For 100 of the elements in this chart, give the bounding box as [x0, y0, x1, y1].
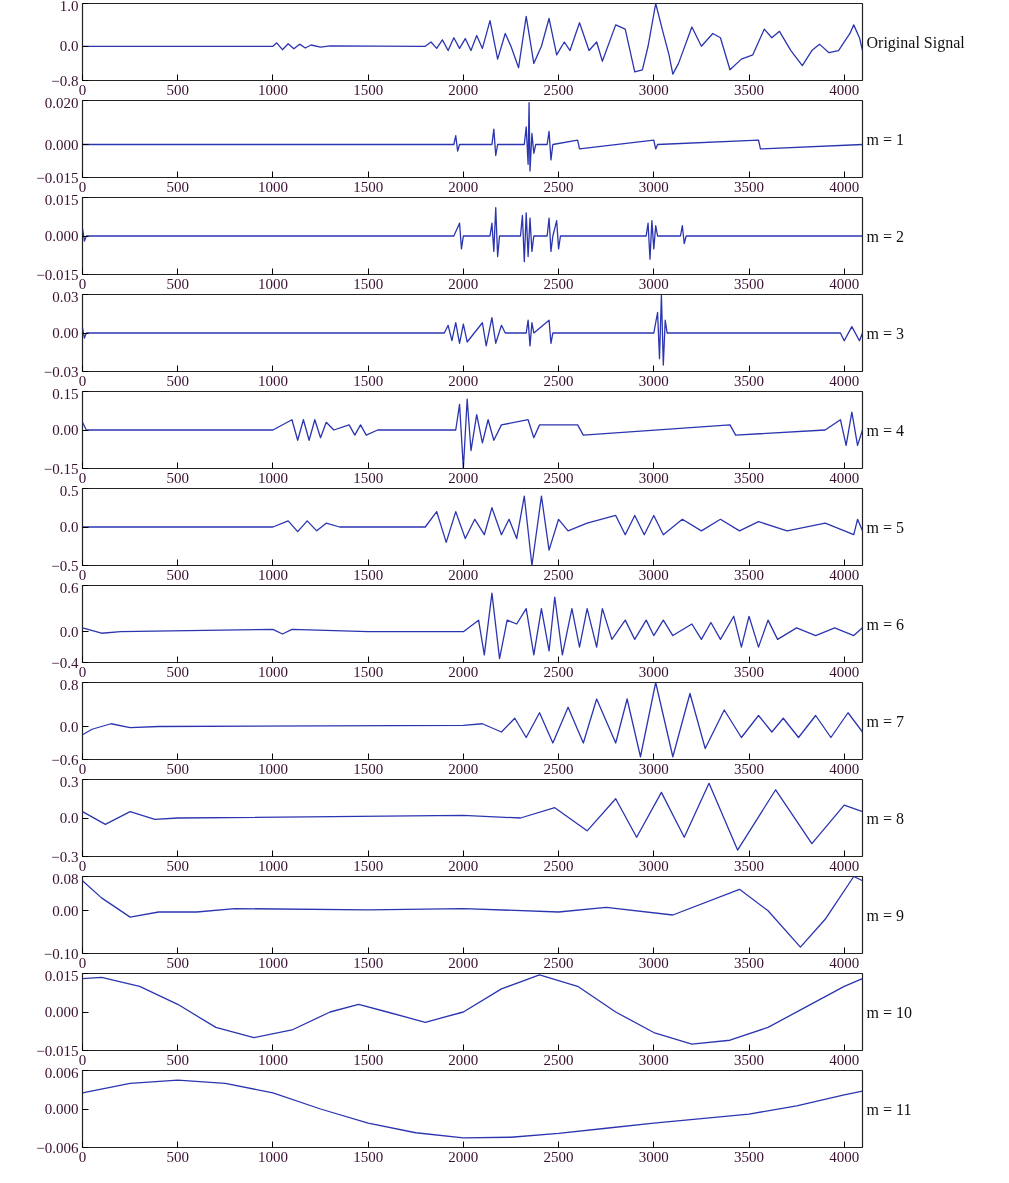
y-tick-label: 0.8	[59, 676, 79, 693]
x-tick-label: 1000	[257, 469, 288, 486]
x-tick-label: 500	[166, 1148, 189, 1165]
y-tick-label: 0.015	[44, 967, 79, 984]
y-tick-label: 0.000	[44, 228, 79, 244]
x-tick-label: 3000	[638, 372, 669, 389]
x-tick-label: 3500	[734, 178, 764, 195]
x-tick-label: 2500	[543, 372, 574, 389]
text: m = 4	[866, 421, 904, 439]
x-tick-label: 1500	[353, 275, 384, 292]
x-tick-label: 2500	[543, 275, 574, 292]
x-tick-label: 1500	[353, 760, 384, 777]
x-tick-label: 2000	[448, 760, 479, 777]
x-tick-label: 4000	[829, 81, 860, 98]
x-tick-label: 3500	[734, 954, 764, 971]
line-series	[82, 207, 863, 263]
x-tick-label: 1000	[257, 81, 288, 98]
x-tick-label: 1500	[353, 857, 384, 874]
x-tick-label: 4000	[829, 954, 860, 971]
y-tick-label: 0.00	[52, 325, 79, 341]
x-tick-label: 4000	[829, 1051, 860, 1068]
x-tick-label: 3500	[734, 857, 764, 874]
y-tick-label: 0.0	[59, 718, 79, 735]
text: m = 1	[866, 130, 904, 148]
x-tick-label: 2500	[543, 663, 574, 680]
y-tick-label: 0.3	[59, 773, 79, 790]
x-tick-label: 2000	[448, 178, 479, 195]
x-tick-label: 500	[166, 81, 189, 98]
y-tick-label: 0.000	[44, 1101, 79, 1117]
x-tick-label: 2000	[448, 566, 479, 583]
x-tick-label: 1000	[257, 954, 288, 971]
x-tick-label: 1000	[257, 663, 288, 680]
text: Original Signal	[866, 33, 966, 52]
y-tick-label: 0.0	[59, 38, 79, 55]
x-tick-label: 3000	[638, 469, 669, 486]
y-tick-label: −0.006	[36, 1139, 79, 1156]
x-tick-label: 3500	[734, 81, 764, 98]
x-tick-label: 2000	[448, 663, 479, 680]
x-tick-label: 2500	[543, 81, 574, 98]
x-tick-label: 3000	[638, 566, 669, 583]
x-tick-label: 2000	[448, 81, 479, 98]
x-tick-label: 0	[78, 372, 87, 389]
x-tick-label: 1500	[353, 81, 384, 98]
y-tick-label: 0.6	[59, 579, 79, 596]
text: m = 2	[866, 227, 904, 245]
x-tick-label: 2000	[448, 372, 479, 389]
text: m = 7	[866, 712, 904, 730]
text: m = 5	[866, 518, 904, 536]
x-tick-label: 1000	[257, 1148, 288, 1165]
x-tick-label: 0	[78, 1148, 87, 1165]
x-tick-label: 500	[166, 372, 189, 389]
y-tick-label: −0.8	[51, 72, 79, 89]
x-tick-label: 0	[78, 566, 87, 583]
x-tick-label: 500	[166, 663, 189, 680]
x-tick-label: 3000	[638, 857, 669, 874]
y-tick-label: 0.0	[59, 623, 79, 640]
y-tick-label: 0.15	[52, 385, 79, 402]
x-tick-label: 3000	[638, 663, 669, 680]
x-tick-label: 2500	[543, 760, 574, 777]
x-tick-label: 2000	[448, 1148, 479, 1165]
x-tick-label: 0	[78, 1051, 87, 1068]
text: m = 10	[866, 1003, 912, 1021]
x-tick-label: 1000	[257, 566, 288, 583]
y-tick-label: −0.15	[43, 460, 79, 477]
x-tick-label: 500	[166, 566, 189, 583]
y-tick-label: 0.03	[52, 288, 79, 305]
x-tick-label: 3500	[734, 566, 764, 583]
x-tick-label: 3500	[734, 1051, 764, 1068]
x-tick-label: 1000	[257, 178, 288, 195]
x-tick-label: 2000	[448, 857, 479, 874]
x-tick-label: 0	[78, 275, 87, 292]
y-tick-label: 0.5	[59, 482, 79, 499]
y-tick-label: 0.015	[44, 191, 79, 208]
text: m = 8	[866, 809, 904, 827]
line-series	[82, 876, 863, 948]
y-tick-label: −0.10	[43, 945, 79, 962]
x-tick-label: 1000	[257, 857, 288, 874]
x-tick-label: 2000	[448, 954, 479, 971]
x-tick-label: 2500	[543, 469, 574, 486]
x-tick-label: 4000	[829, 663, 860, 680]
x-tick-label: 2500	[543, 178, 574, 195]
x-tick-label: 2000	[448, 1051, 479, 1068]
x-tick-label: 2500	[543, 1051, 574, 1068]
x-tick-label: 4000	[829, 372, 860, 389]
line-series	[82, 1079, 863, 1139]
x-tick-label: 4000	[829, 760, 860, 777]
x-tick-label: 1000	[257, 760, 288, 777]
line-series	[82, 294, 863, 366]
x-tick-label: 500	[166, 954, 189, 971]
y-tick-label: −0.4	[51, 654, 79, 671]
x-tick-label: 2500	[543, 566, 574, 583]
x-tick-label: 0	[78, 760, 87, 777]
x-tick-label: 1500	[353, 566, 384, 583]
x-tick-label: 0	[78, 857, 87, 874]
x-tick-label: 1500	[353, 954, 384, 971]
x-tick-label: 3000	[638, 275, 669, 292]
x-tick-label: 2500	[543, 857, 574, 874]
x-tick-label: 0	[78, 81, 87, 98]
x-tick-label: 4000	[829, 566, 860, 583]
x-tick-label: 1000	[257, 1051, 288, 1068]
